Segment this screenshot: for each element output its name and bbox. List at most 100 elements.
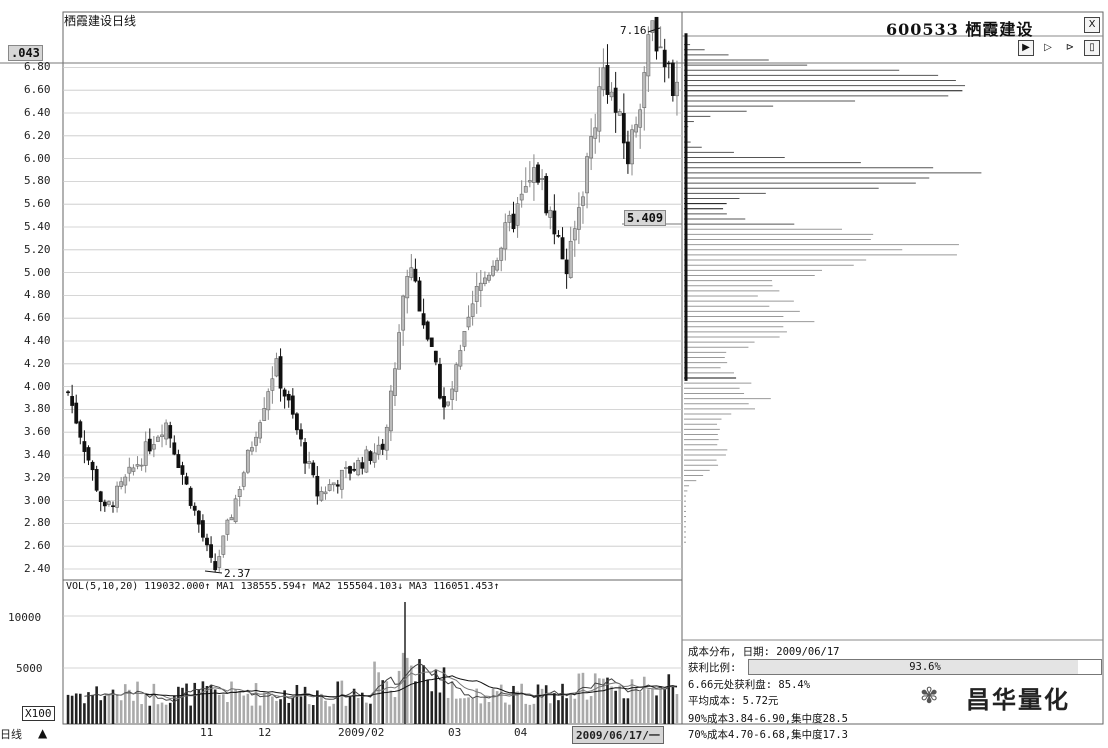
volume-bar — [675, 694, 679, 724]
low-annotation: 2.37 — [224, 567, 251, 580]
volume-bar — [569, 693, 573, 724]
volume-tick-10000: 10000 — [8, 611, 42, 624]
candle-body — [286, 393, 291, 401]
candle-body — [250, 447, 254, 452]
scroll-arrow-icon[interactable]: ▲ — [38, 726, 48, 740]
volume-bar — [279, 699, 282, 724]
volume-bar — [377, 672, 380, 724]
price-tick-label: 2.60 — [24, 539, 51, 553]
volume-bar — [328, 706, 331, 724]
volume-bar — [434, 670, 438, 724]
candle-body — [102, 501, 107, 507]
volume-bar — [332, 703, 335, 724]
candle-body — [294, 413, 299, 431]
candle-body — [503, 222, 508, 250]
candle-body — [376, 444, 381, 455]
price-panel-frame — [62, 11, 683, 581]
volume-bar — [181, 687, 184, 724]
candle-body — [86, 447, 91, 461]
volume-bar — [610, 686, 613, 724]
candle-body — [576, 207, 581, 230]
volume-bar — [598, 678, 601, 724]
candle-body — [192, 505, 197, 511]
candle-body — [270, 378, 275, 391]
price-tick-label: 2.80 — [24, 516, 51, 530]
candle-body — [585, 156, 589, 194]
candle-body — [131, 467, 136, 472]
volume-bar — [197, 689, 201, 724]
chip-date-line: 成本分布, 日期: 2009/06/17 — [688, 646, 840, 658]
volume-bar — [123, 684, 127, 724]
close-button[interactable]: X — [1084, 17, 1100, 33]
candle-body — [572, 228, 577, 241]
candle-body — [78, 421, 83, 438]
volume-bar — [132, 700, 135, 724]
candle-body — [176, 454, 181, 469]
candle-body — [201, 520, 205, 538]
volume-bar — [66, 694, 70, 724]
lock-button[interactable]: ▯ — [1084, 40, 1100, 56]
candle-body — [409, 267, 414, 278]
price-tick-label: 3.00 — [24, 493, 51, 507]
volume-bar — [205, 685, 209, 724]
candle-body — [597, 86, 602, 132]
candle-body — [323, 491, 328, 495]
candle-body — [352, 468, 357, 471]
volume-bar — [405, 657, 409, 724]
candle-body — [164, 422, 169, 440]
volume-bar — [418, 659, 421, 724]
candle-body — [662, 49, 667, 68]
candle-body — [262, 408, 267, 421]
candle-body — [650, 20, 655, 33]
candle-body — [532, 167, 536, 183]
price-tick-label: 3.20 — [24, 470, 51, 484]
volume-bar — [70, 695, 74, 724]
volume-bar — [446, 697, 450, 724]
volume-bar — [242, 695, 246, 724]
candle-body — [499, 247, 504, 261]
step-button[interactable]: ⊳ — [1065, 42, 1075, 53]
candle-body — [221, 535, 226, 555]
candle-body — [658, 46, 663, 49]
candle-body — [274, 358, 279, 377]
volume-bar — [152, 683, 156, 724]
volume-bar — [626, 698, 630, 724]
candle-body — [172, 442, 177, 455]
volume-bar — [553, 693, 556, 724]
candle-body — [446, 401, 451, 406]
volume-bar — [622, 698, 626, 724]
volume-bar — [303, 686, 307, 724]
volume-bar — [614, 690, 617, 724]
cost-90-line: 90%成本3.84-6.90,集中度28.5 — [688, 713, 848, 725]
volume-bar — [577, 673, 581, 724]
volume-bar — [262, 692, 266, 724]
candle-body — [421, 313, 426, 326]
candle-body — [360, 462, 365, 469]
candle-body — [209, 544, 213, 558]
next-button[interactable]: ▷ — [1044, 42, 1052, 53]
candle-body — [495, 260, 500, 271]
window-title: 600533 栖霞建设 — [886, 20, 1034, 39]
candle-body — [282, 389, 287, 397]
volume-bar — [504, 702, 507, 724]
candle-body — [581, 196, 585, 206]
candle-body — [233, 498, 238, 523]
price-tick-label: 5.60 — [24, 197, 51, 211]
volume-bar — [271, 696, 274, 724]
volume-bar — [320, 693, 323, 724]
volume-bar — [254, 683, 258, 724]
candle-body — [335, 484, 340, 487]
volume-bar — [360, 692, 364, 724]
play-button[interactable]: ▶ — [1018, 40, 1034, 56]
volume-bar — [99, 700, 103, 724]
candle-body — [225, 519, 230, 535]
price-tick-label: 4.20 — [24, 356, 51, 370]
candle-body — [552, 210, 557, 235]
volume-bar — [79, 693, 82, 724]
candle-body — [368, 451, 373, 461]
candle-body — [568, 240, 573, 278]
volume-bar — [659, 686, 662, 724]
candle-body — [511, 213, 516, 230]
